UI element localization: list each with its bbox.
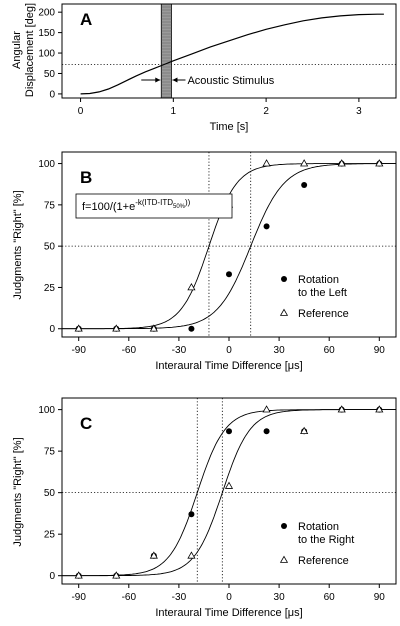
x-tick-label: 90 — [374, 592, 386, 603]
plot-frame — [61, 3, 397, 99]
data-point-reference — [224, 481, 234, 489]
x-tick-label: 0 — [226, 345, 232, 356]
y-axis-label: Angular — [11, 31, 23, 69]
panel-letter: B — [80, 168, 92, 187]
x-tick-label: -30 — [172, 592, 187, 603]
legend-label: Rotation — [298, 274, 339, 286]
y-tick-label: 50 — [44, 488, 56, 499]
y-tick-label: 0 — [49, 89, 55, 100]
formula-part: -k(ITD-ITD — [135, 198, 173, 207]
y-tick-label: 150 — [38, 28, 55, 39]
data-point-reference — [149, 324, 158, 332]
legend-label: Reference — [298, 308, 349, 320]
x-tick-label: 1 — [171, 106, 177, 117]
legend-marker-reference — [279, 308, 289, 316]
x-tick-label: 2 — [263, 106, 269, 117]
data-point-reference — [337, 405, 346, 413]
y-tick-label: 50 — [44, 69, 56, 80]
x-axis-label: Interaural Time Difference [μs] — [155, 607, 302, 619]
stimulus-band — [160, 3, 172, 99]
legend-marker-rotation — [281, 276, 287, 282]
y-tick-label: 0 — [49, 324, 55, 335]
data-point-reference — [375, 405, 384, 413]
y-axis-label: Judgments "Right" [%] — [12, 190, 24, 299]
panel-letter: A — [80, 10, 92, 29]
x-tick-label: 0 — [226, 592, 232, 603]
data-point-reference — [149, 551, 158, 559]
x-tick-label: -60 — [122, 592, 137, 603]
stimulus-arrowhead-right — [172, 77, 178, 83]
x-tick-label: -60 — [122, 345, 137, 356]
formula-box — [75, 193, 233, 219]
data-point-reference — [300, 159, 309, 167]
data-point-reference — [300, 426, 309, 435]
x-tick-label: 90 — [374, 345, 386, 356]
legend-label: Reference — [298, 555, 349, 567]
data-point-reference — [187, 551, 196, 559]
formula-part: 50% — [173, 204, 186, 210]
panel-a: Acoustic Stimulus 0 1 2 3 0 50 100 150 200 Time [s… — [11, 3, 397, 133]
y-tick-label: 75 — [44, 200, 56, 211]
y-tick-label: 25 — [44, 530, 56, 541]
x-tick-label: 0 — [78, 106, 84, 117]
legend-label: to the Left — [298, 287, 347, 299]
x-tick-label: 60 — [324, 592, 336, 603]
data-point-reference — [337, 159, 346, 167]
formula-text: f=100/(1+e-k(ITD-ITD50%)) — [82, 198, 191, 213]
data-point-reference — [74, 324, 83, 332]
legend-marker-rotation — [281, 523, 287, 529]
y-tick-label: 50 — [44, 242, 56, 253]
y-tick-label: 0 — [49, 571, 55, 582]
panel-letter: C — [80, 414, 92, 433]
data-point-reference — [375, 159, 384, 167]
legend-label: Rotation — [298, 521, 339, 533]
data-point-reference — [187, 283, 196, 291]
x-tick-label: -30 — [172, 345, 187, 356]
y-tick-label: 200 — [38, 8, 55, 19]
x-tick-label: 30 — [274, 592, 286, 603]
y-tick-label: 25 — [44, 283, 56, 294]
x-axis-label: Time [s] — [210, 121, 249, 133]
data-point-rotation — [263, 428, 270, 435]
y-tick-label: 100 — [38, 159, 55, 170]
data-point-rotation — [188, 325, 195, 332]
data-point-rotation — [188, 511, 195, 518]
x-tick-label: 30 — [274, 345, 286, 356]
displacement-line — [80, 13, 384, 95]
y-tick-label: 75 — [44, 447, 56, 458]
stimulus-arrowhead-left — [155, 77, 161, 83]
stimulus-annotation: Acoustic Stimulus — [187, 75, 274, 87]
formula-part: )) — [185, 198, 191, 207]
y-tick-label: 100 — [38, 405, 55, 416]
data-point-rotation — [226, 271, 232, 278]
x-tick-label: -90 — [71, 592, 86, 603]
legend-label: to the Right — [298, 534, 354, 546]
y-tick-label: 100 — [38, 49, 55, 60]
data-point-reference — [112, 571, 121, 579]
y-axis-label: Displacement [deg] — [24, 3, 36, 97]
data-point-reference — [262, 405, 271, 413]
legend-marker-reference — [279, 555, 289, 563]
x-axis-label: Interaural Time Difference [μs] — [155, 360, 302, 372]
x-tick-label: 60 — [324, 345, 336, 356]
formula-part: f=100/(1+e — [82, 201, 135, 213]
data-point-rotation — [301, 182, 308, 189]
data-point-rotation — [226, 428, 232, 435]
x-tick-label: -90 — [71, 345, 86, 356]
data-point-reference — [112, 324, 121, 332]
data-point-rotation — [263, 223, 270, 230]
x-tick-label: 3 — [356, 106, 362, 117]
data-point-reference — [262, 159, 271, 167]
data-point-reference — [74, 571, 83, 579]
y-axis-label: Judgments "Right" [%] — [12, 437, 24, 546]
